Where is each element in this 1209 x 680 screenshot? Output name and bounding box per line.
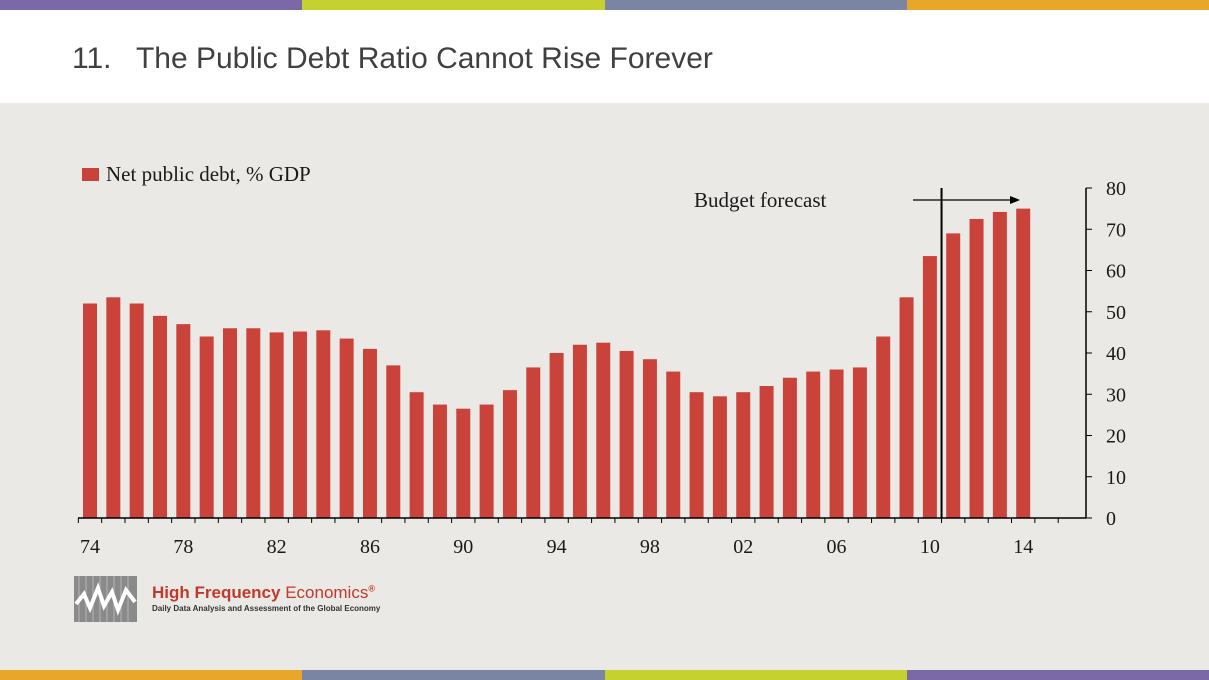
stripe-segment xyxy=(0,0,303,10)
x-tick-label: 74 xyxy=(80,536,100,558)
x-tick-label: 82 xyxy=(267,536,287,558)
x-tick-label: 94 xyxy=(547,536,567,558)
bar xyxy=(946,233,961,518)
registered-mark: ® xyxy=(368,583,375,594)
zigzag-chart-icon xyxy=(74,576,137,622)
y-tick-label: 40 xyxy=(1106,343,1126,365)
bar xyxy=(316,330,331,518)
bars-group xyxy=(83,208,1031,519)
bar xyxy=(899,297,914,518)
stripe-segment xyxy=(604,670,907,680)
bar xyxy=(456,408,471,518)
slide-header: 11. The Public Debt Ratio Cannot Rise Fo… xyxy=(0,10,1209,103)
y-tick-label: 0 xyxy=(1106,508,1116,530)
forecast-arrow-head xyxy=(1010,196,1020,204)
bar xyxy=(572,344,587,518)
y-tick-label: 50 xyxy=(1106,302,1126,324)
bar xyxy=(199,336,214,518)
x-tick-label: 86 xyxy=(360,536,380,558)
y-tick-label: 80 xyxy=(1106,178,1126,200)
x-tick-label: 14 xyxy=(1013,536,1033,558)
y-tick-label: 60 xyxy=(1106,261,1126,283)
x-tick-label: 78 xyxy=(173,536,193,558)
bar xyxy=(362,348,377,518)
bar xyxy=(106,297,121,518)
axes-group: 74 78 82 86 90 94 98 02 06 10 14 0 10 20 30 40 50 60 70 80 xyxy=(77,178,1126,558)
chart-legend: Net public debt, % GDP xyxy=(82,162,311,186)
x-tick-label: 02 xyxy=(733,536,753,558)
bar xyxy=(619,350,634,518)
y-tick-label: 10 xyxy=(1106,467,1126,489)
bar xyxy=(269,332,284,518)
bar xyxy=(479,404,494,518)
bar xyxy=(666,371,681,518)
bar xyxy=(759,386,774,518)
bar xyxy=(152,315,167,518)
bar xyxy=(339,338,354,518)
logo-tagline: Daily Data Analysis and Assessment of th… xyxy=(152,604,381,613)
bar xyxy=(806,371,821,518)
debt-ratio-bar-chart: Net public debt, % GDP Budget forecast 7… xyxy=(77,162,1126,558)
bar xyxy=(386,365,401,518)
stripe-segment xyxy=(302,670,605,680)
bar xyxy=(549,353,564,518)
bar xyxy=(876,336,891,518)
x-tick-label: 98 xyxy=(640,536,660,558)
bottom-color-stripe xyxy=(0,670,1209,680)
stripe-segment xyxy=(302,0,605,10)
bar xyxy=(922,256,937,518)
y-tick-label: 20 xyxy=(1106,426,1126,448)
bar xyxy=(689,392,704,518)
bar xyxy=(969,218,984,518)
bar xyxy=(852,367,867,518)
y-tick-label: 30 xyxy=(1106,384,1126,406)
bar xyxy=(502,390,517,518)
bar xyxy=(246,328,261,518)
bar xyxy=(782,377,797,518)
forecast-annotation: Budget forecast xyxy=(694,188,827,212)
stripe-segment xyxy=(906,0,1209,10)
company-logo: High Frequency Economics® Daily Data Ana… xyxy=(74,576,474,624)
y-tick-label: 70 xyxy=(1106,219,1126,241)
bar xyxy=(1016,208,1031,518)
legend-label: Net public debt, % GDP xyxy=(106,162,311,186)
bar xyxy=(432,404,447,518)
bar xyxy=(992,211,1007,519)
bar xyxy=(409,392,424,518)
bar xyxy=(83,303,97,518)
stripe-segment xyxy=(906,670,1209,680)
legend-swatch xyxy=(82,168,99,181)
logo-name: High Frequency Economics® xyxy=(152,583,375,603)
bar xyxy=(829,369,844,518)
logo-name-light: Economics xyxy=(280,583,369,602)
stripe-segment xyxy=(0,670,303,680)
bar xyxy=(642,359,657,518)
bar xyxy=(292,331,307,518)
x-tick-label: 06 xyxy=(827,536,847,558)
bar xyxy=(222,328,237,518)
bar xyxy=(176,324,191,518)
slide-title: 11. The Public Debt Ratio Cannot Rise Fo… xyxy=(72,42,713,75)
bar xyxy=(129,303,144,518)
bar xyxy=(712,396,727,518)
stripe-segment xyxy=(604,0,907,10)
x-tick-label: 10 xyxy=(920,536,940,558)
top-color-stripe xyxy=(0,0,1209,10)
bar xyxy=(736,392,751,518)
logo-name-bold: High Frequency xyxy=(152,583,281,602)
bar xyxy=(596,342,611,518)
x-tick-label: 90 xyxy=(453,536,473,558)
bar xyxy=(526,367,541,518)
